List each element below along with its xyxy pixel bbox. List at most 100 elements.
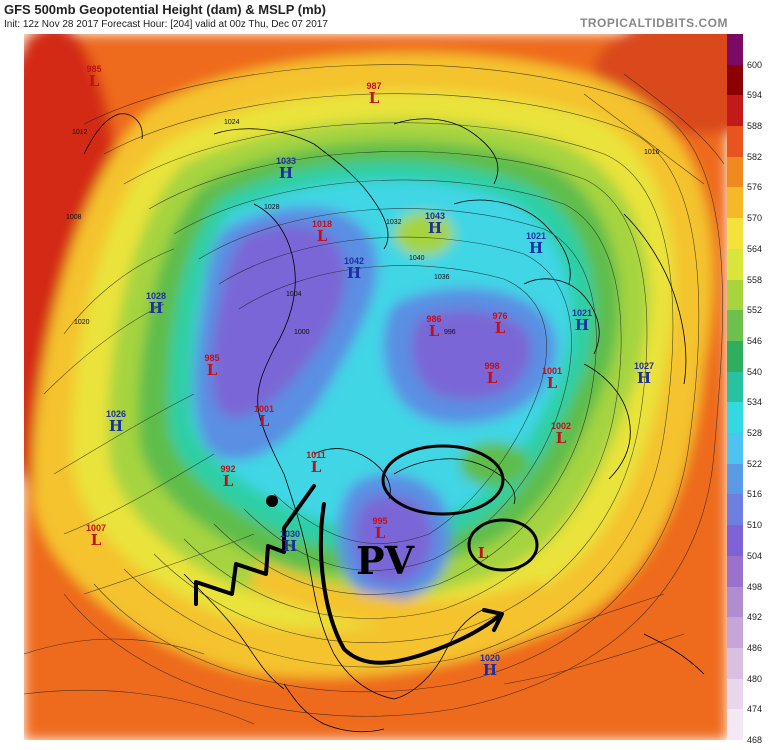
- colorbar-tick-label: 498: [747, 581, 763, 592]
- colorbar-tick-label: 510: [747, 520, 763, 531]
- pressure-letter: H: [529, 239, 543, 257]
- colorbar-segment: [727, 248, 743, 281]
- brand-watermark: TROPICALTIDBITS.COM: [580, 16, 728, 30]
- pressure-value: 1021: [572, 308, 592, 318]
- colorbar-tick-label: 552: [747, 305, 763, 316]
- pressure-letter: L: [311, 458, 322, 476]
- colorbar-tick-label: 534: [747, 397, 763, 408]
- pressure-letter: H: [637, 369, 651, 387]
- low-pressure-center: L: [478, 544, 489, 562]
- colorbar-segment: [727, 525, 743, 557]
- colorbar-tick-label: 558: [747, 274, 763, 285]
- pressure-value: 987: [366, 81, 381, 91]
- isobar-label: 1004: [286, 291, 302, 298]
- pressure-letter: L: [375, 524, 386, 542]
- pressure-value: 992: [220, 464, 235, 474]
- pressure-value: 1033: [276, 156, 296, 166]
- colorbar-segment: [727, 586, 743, 618]
- pressure-letter: L: [478, 544, 489, 562]
- colorbar-tick-label: 528: [747, 428, 763, 439]
- pressure-value: 1030: [280, 529, 300, 539]
- pressure-letter: L: [91, 531, 102, 549]
- pressure-value: 1001: [254, 404, 274, 414]
- colorbar-tick-label: 516: [747, 489, 763, 500]
- pressure-letter: H: [483, 661, 497, 679]
- pressure-letter: L: [207, 361, 218, 379]
- pressure-value: 1007: [86, 523, 106, 533]
- zigzag-ridge-arrow: [194, 484, 316, 606]
- colorbar-tick-label: 468: [747, 735, 763, 745]
- block-circle-2: [467, 518, 539, 572]
- colorbar-segment: [727, 218, 743, 250]
- colorbar-tick-label: 540: [747, 366, 763, 377]
- pressure-letter: L: [487, 369, 498, 387]
- pressure-letter: H: [575, 316, 589, 334]
- pressure-value: 1043: [425, 211, 445, 221]
- isobar-label: 1028: [264, 204, 280, 211]
- pressure-value: 1020: [480, 653, 500, 663]
- pressure-letter: L: [223, 472, 234, 490]
- colorbar-tick-label: 600: [747, 59, 763, 70]
- colorbar-tick-label: 564: [747, 243, 763, 254]
- pressure-value: 1011: [306, 450, 326, 460]
- isobar-label: 1000: [294, 329, 310, 336]
- colorbar-segment: [727, 433, 743, 465]
- colorbar-tick-label: 588: [747, 121, 763, 132]
- colorbar-tick-label: 570: [747, 213, 763, 224]
- pressure-value: 998: [484, 361, 499, 371]
- colorbar-tick-label: 474: [747, 704, 763, 715]
- pressure-value: 1021: [526, 231, 546, 241]
- isobar-label: 1036: [434, 274, 450, 281]
- colorbar-segment: [727, 678, 743, 710]
- pressure-value: 1027: [634, 361, 654, 371]
- colorbar-tick-label: 546: [747, 335, 763, 346]
- pressure-letter: H: [283, 537, 297, 555]
- coastlines: [83, 113, 705, 733]
- pv-label: PV: [356, 538, 416, 583]
- block-circle-1: [381, 444, 505, 516]
- colorbar-ticks: 600 594 588 582 576 570 564 558 552 546 540 534 528 5…: [745, 34, 768, 745]
- colorbar-tick-label: 480: [747, 673, 763, 684]
- colorbar-segment: [727, 126, 743, 158]
- pressure-letter: L: [369, 89, 380, 107]
- colorbar-segment: [727, 555, 743, 587]
- pressure-letter: L: [429, 322, 440, 340]
- colorbar-segment: [727, 156, 743, 188]
- pressure-letter: L: [89, 72, 100, 90]
- pressure-letter: L: [259, 412, 270, 430]
- colorbar-segment: [727, 402, 743, 434]
- colorbar-segment: [727, 617, 743, 649]
- colorbar-tick-label: 582: [747, 151, 763, 162]
- colorbar-segment: [727, 340, 743, 373]
- map-title: GFS 500mb Geopotential Height (dam) & MS…: [4, 2, 326, 17]
- isobar-label: 1016: [644, 149, 660, 156]
- pressure-value: 976: [492, 311, 507, 321]
- isobar-label: 1008: [66, 214, 82, 221]
- colorbar: [727, 34, 743, 741]
- pressure-value: 1018: [312, 219, 332, 229]
- colorbar-segment: [727, 709, 743, 741]
- colorbar-segment: [727, 647, 743, 680]
- isobar-label: 1040: [409, 255, 425, 262]
- isobars: [24, 64, 725, 725]
- colorbar-tick-label: 504: [747, 550, 763, 561]
- colorbar-tick-label: 492: [747, 612, 763, 623]
- pressure-letter: H: [428, 219, 442, 237]
- pressure-letter: H: [347, 264, 361, 282]
